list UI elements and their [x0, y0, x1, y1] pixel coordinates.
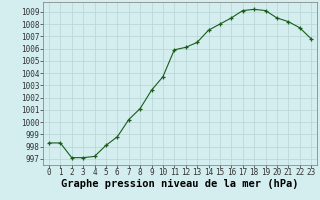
X-axis label: Graphe pression niveau de la mer (hPa): Graphe pression niveau de la mer (hPa)	[61, 179, 299, 189]
